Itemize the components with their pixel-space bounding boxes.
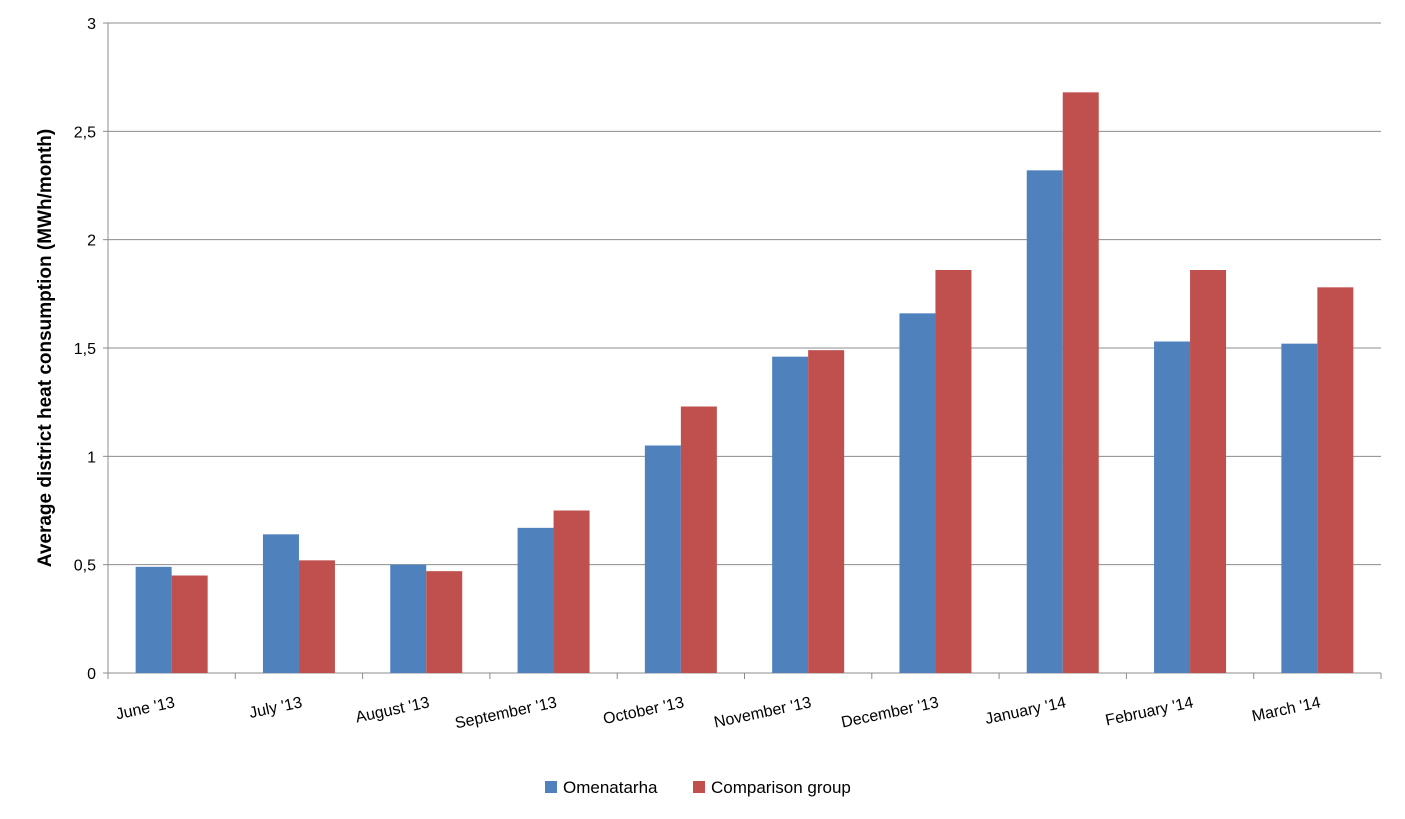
y-tick-label: 2	[87, 233, 96, 250]
bar-omenatarha	[644, 445, 681, 673]
bar-omenatarha	[262, 534, 299, 673]
legend: Omenatarha Comparison group	[545, 778, 851, 797]
x-tick-label: November '13	[713, 694, 814, 731]
bar-comparison-group	[298, 560, 335, 673]
x-tick-label: June '13	[114, 694, 176, 723]
bar-omenatarha	[517, 527, 554, 673]
bar-omenatarha	[390, 564, 427, 673]
bar-omenatarha	[772, 356, 809, 673]
bars	[135, 92, 1354, 674]
bar-omenatarha	[899, 313, 936, 673]
x-tick-label: July '13	[248, 694, 304, 722]
y-tick-label: 2,5	[74, 124, 96, 141]
y-tick-label: 0	[87, 666, 96, 683]
bar-comparison-group	[171, 575, 208, 673]
bar-comparison-group	[1190, 270, 1227, 673]
y-tick-label: 1	[87, 449, 96, 466]
bar-comparison-group	[1317, 287, 1354, 673]
bar-comparison-group	[680, 406, 717, 673]
x-tick-label: December '13	[840, 694, 941, 731]
bar-comparison-group	[553, 510, 590, 673]
legend-label-comparison-group: Comparison group	[711, 778, 851, 797]
bar-omenatarha	[1281, 343, 1318, 673]
legend-swatch-comparison-group	[693, 781, 705, 793]
x-tick-labels: June '13 July '13 August '13 September '13 O…	[114, 694, 1322, 732]
y-tick-label: 1,5	[74, 341, 96, 358]
x-tick-label: February '14	[1104, 694, 1195, 729]
x-tick-label: October '13	[602, 694, 686, 728]
bar-omenatarha	[135, 566, 172, 673]
x-tick-label: August '13	[354, 694, 431, 726]
y-tick-label: 0,5	[74, 558, 96, 575]
legend-swatch-omenatarha	[545, 781, 557, 793]
x-tick-label: March '14	[1250, 694, 1322, 725]
x-tick-label: January '14	[984, 694, 1068, 728]
bar-comparison-group	[808, 350, 845, 673]
y-tick-labels: 0 0,5 1 1,5 2 2,5 3	[74, 16, 96, 683]
bar-omenatarha	[1154, 341, 1191, 673]
y-axis-title: Average district heat consumption (MWh/m…	[35, 129, 56, 567]
bar-omenatarha	[1026, 170, 1063, 674]
y-tick-label: 3	[87, 16, 96, 33]
legend-label-omenatarha: Omenatarha	[563, 778, 658, 797]
x-tick-label: September '13	[454, 694, 559, 732]
bar-comparison-group	[426, 571, 463, 673]
bar-comparison-group	[935, 270, 972, 673]
bar-comparison-group	[1062, 92, 1099, 674]
